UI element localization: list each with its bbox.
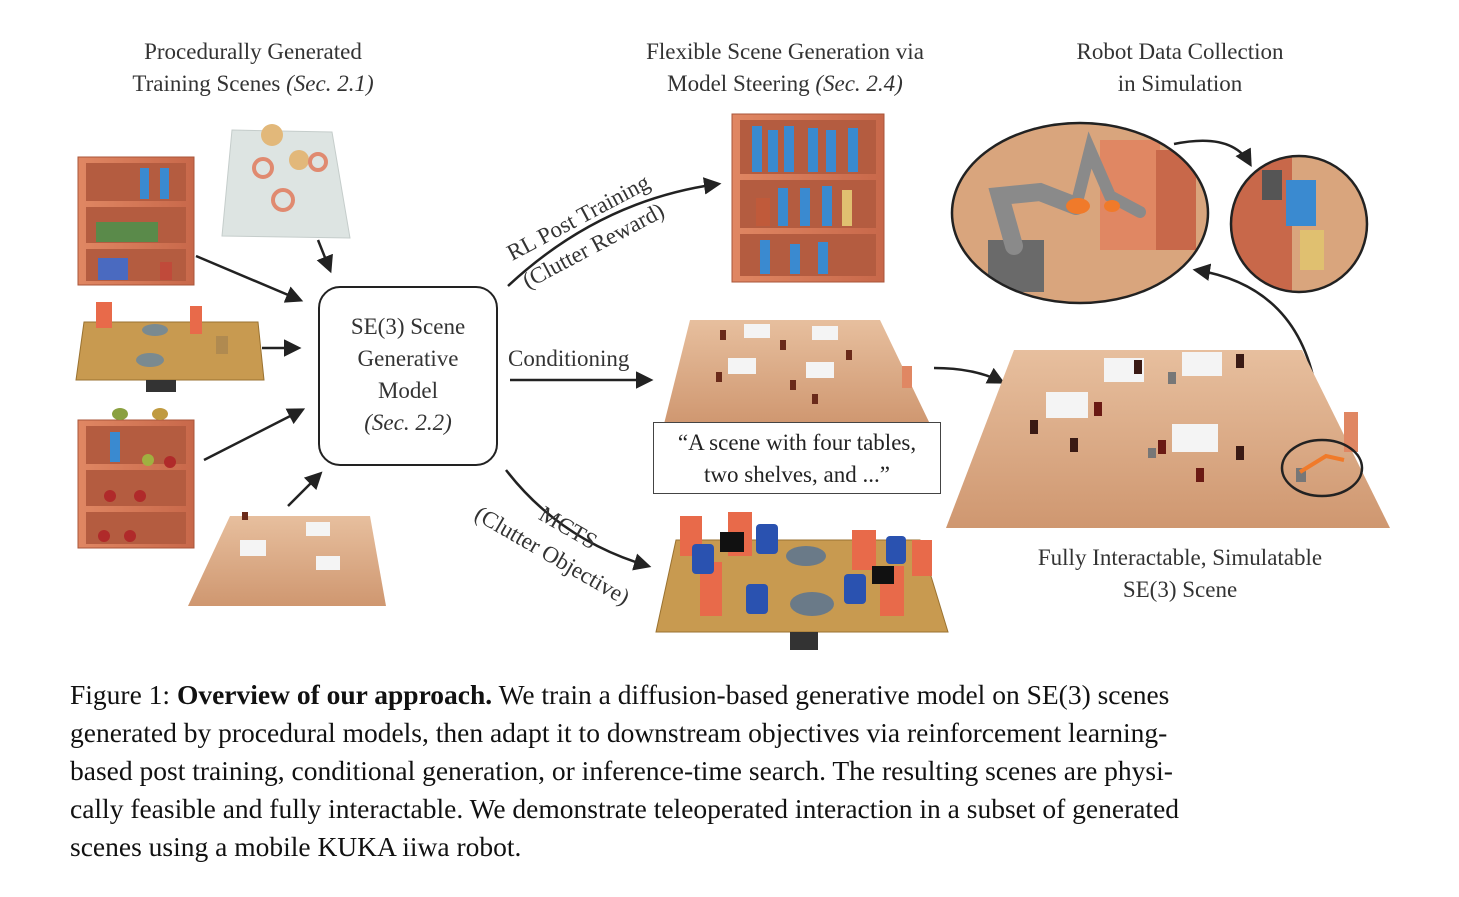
robot-title-line2: in Simulation [1117,71,1243,96]
gripper-closeup [1229,154,1369,294]
mcts-cluttered-table [655,512,949,650]
prompt-line2: two shelves, and ...” [704,462,890,487]
final-scene [946,350,1390,528]
prompt-line1: “A scene with four tables, [677,430,917,455]
robot-title: Robot Data Collection in Simulation [1040,36,1320,100]
input-arrows [195,239,333,507]
procedural-title-line2: Training Scenes [132,71,281,96]
text-prompt-box: “A scene with four tables, two shelves, … [653,422,941,494]
conditioned-scene [664,320,930,424]
procedural-title: Procedurally Generated Training Scenes (… [80,36,426,100]
caption-title: Overview of our approach. [176,679,493,710]
flexible-title-line1: Flexible Scene Generation via [646,39,924,64]
training-kitchen-table [75,302,265,392]
final-scene-title: Fully Interactable, Simulatable SE(3) Sc… [1000,542,1360,606]
conditioning-label: Conditioning [508,346,630,371]
training-dining-table [221,124,351,239]
figure-artwork [75,113,1390,650]
robot-closeup [950,121,1210,305]
training-shelf-1 [77,156,195,286]
procedural-title-line1: Procedurally Generated [144,39,362,64]
flexible-section-ref: (Sec. 2.4) [815,71,903,96]
flexible-title: Flexible Scene Generation via Model Stee… [590,36,980,100]
final-title-line1: Fully Interactable, Simulatable [1037,545,1323,570]
generative-model-label: SE(3) Scene Generative Model (Sec. 2.2) [318,311,498,439]
robot-title-line1: Robot Data Collection [1076,39,1284,64]
training-restaurant-floor [188,512,386,606]
model-section-ref: (Sec. 2.2) [364,410,452,435]
caption-text-1: We train a diffusion-based generative mo… [498,679,1170,710]
caption-label: Figure 1: [70,679,171,710]
generative-model-box [318,286,498,466]
caption-line-1: Figure 1: Overview of our approach. We t… [70,676,1395,714]
figure-caption: Figure 1: Overview of our approach. We t… [70,676,1395,866]
caption-line-5: scenes using a mobile KUKA iiwa robot. [70,831,522,862]
caption-line-2: generated by procedural models, then ada… [70,717,1168,748]
training-shelf-2 [77,408,195,549]
caption-line-4: cally feasible and fully interactable. W… [70,793,1180,824]
steered-shelf [731,113,885,283]
final-title-line2: SE(3) Scene [1122,577,1238,602]
caption-line-3: based post training, conditional generat… [70,755,1173,786]
model-line2: Generative [357,346,459,371]
output-arrows [505,139,1322,571]
flexible-title-line2: Model Steering [667,71,810,96]
procedural-section-ref: (Sec. 2.1) [286,71,374,96]
model-line1: SE(3) Scene [350,314,466,339]
model-line3: Model [377,378,439,403]
